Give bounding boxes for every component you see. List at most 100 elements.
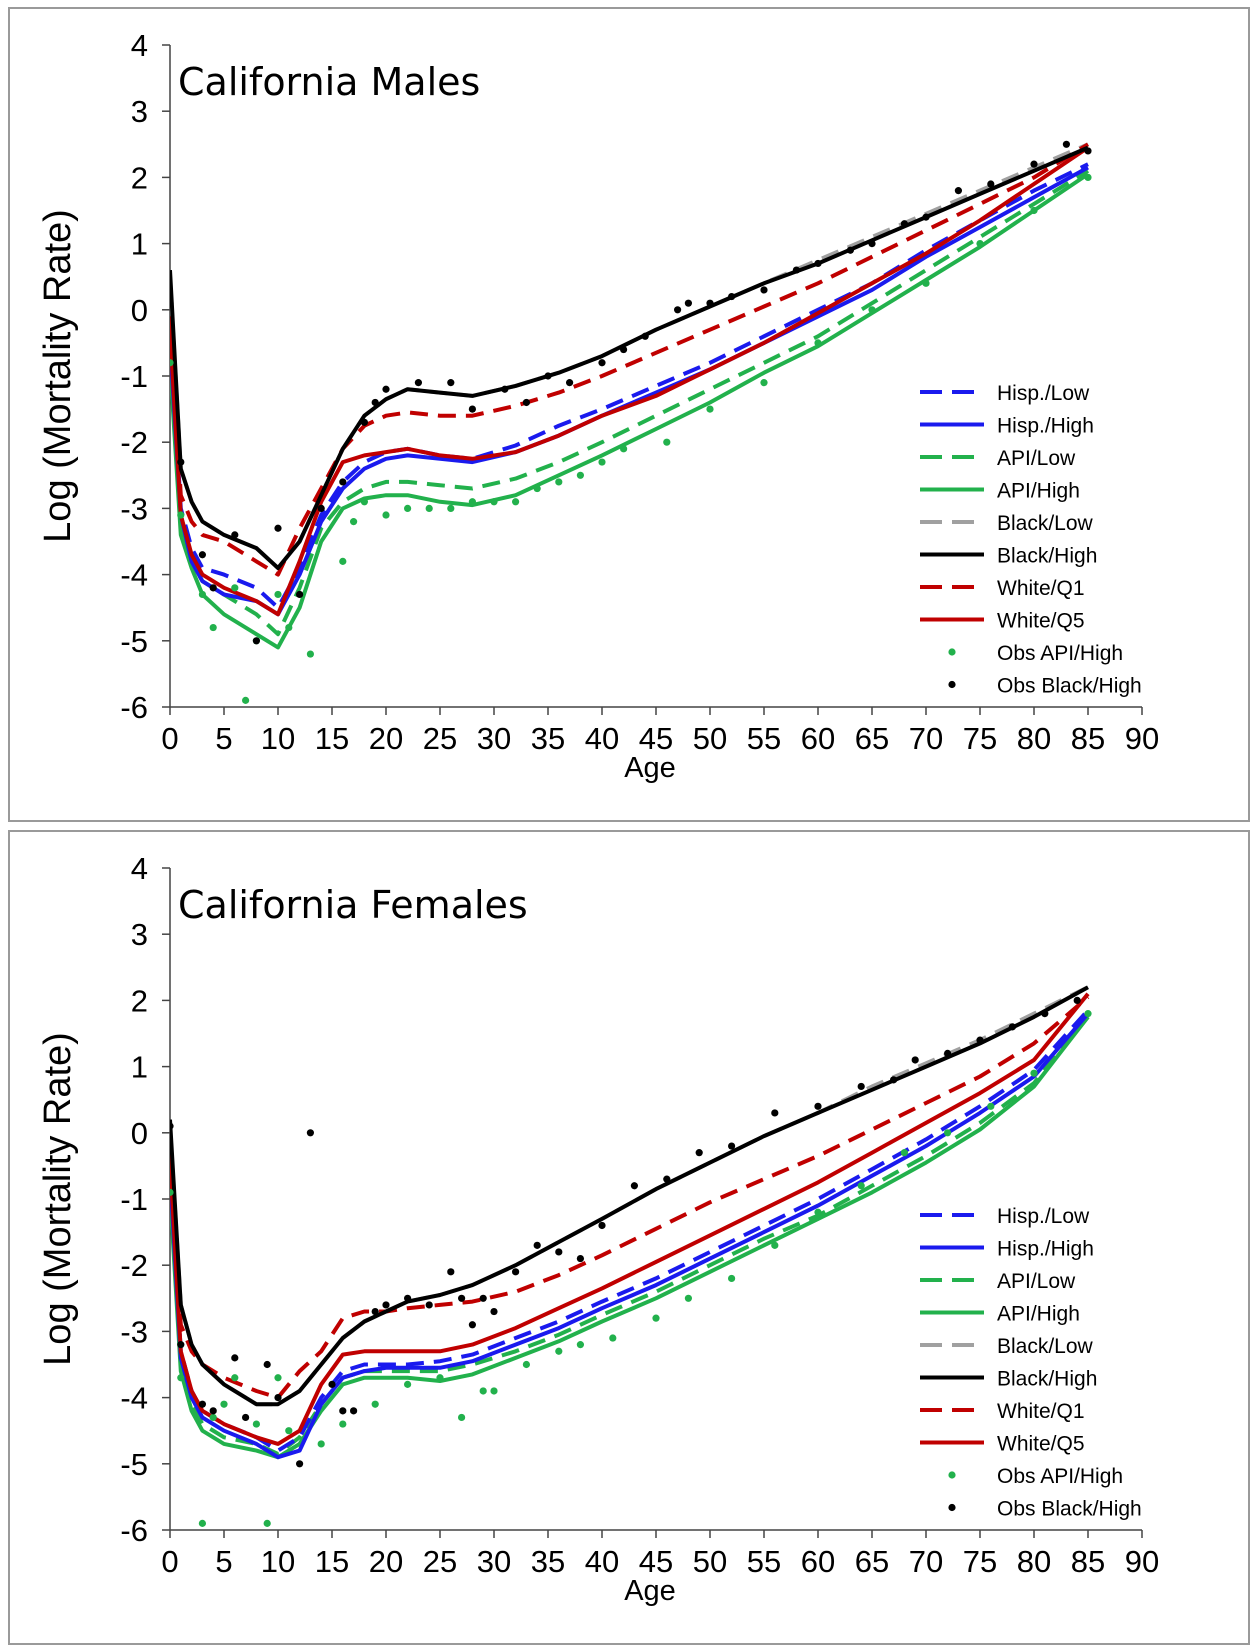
chart-1-series-line-api-low xyxy=(170,1015,1090,1456)
chart-1-point-obs-black-high xyxy=(944,1049,952,1057)
chart-1-point-obs-api-high xyxy=(231,1374,239,1382)
chart-1-legend-label-api-high: API/High xyxy=(997,1303,1080,1326)
chart-1-point-obs-api-high xyxy=(479,1387,487,1395)
chart-1-point-obs-black-high xyxy=(663,1175,671,1183)
chart-0-point-obs-black-high xyxy=(177,458,185,466)
chart-0-y-tick-label: 0 xyxy=(131,293,148,328)
chart-0-point-obs-api-high xyxy=(814,339,822,347)
chart-1-y-tick-label: 2 xyxy=(131,983,148,1018)
chart-1-point-obs-api-high xyxy=(177,1374,185,1382)
chart-1-point-obs-api-high xyxy=(771,1241,779,1249)
chart-1-x-tick-label: 60 xyxy=(801,1544,835,1579)
chart-0-point-obs-api-high xyxy=(663,438,671,446)
chart-0-y-tick-label: -3 xyxy=(120,491,148,526)
chart-0-legend-label-obs-black-high: Obs Black/High xyxy=(997,675,1142,698)
chart-0-point-obs-black-high xyxy=(382,385,390,393)
chart-0-chart-title: California Males xyxy=(178,60,480,104)
chart-0-point-obs-api-high xyxy=(468,498,476,506)
chart-0-legend-label-hisp-high: Hisp./High xyxy=(997,415,1094,438)
chart-0-y-tick-label: -5 xyxy=(120,624,148,659)
chart-0-y-tick-label: 1 xyxy=(131,227,148,262)
chart-0-point-obs-black-high xyxy=(760,286,768,294)
chart-0-x-tick-label: 45 xyxy=(639,721,673,756)
chart-1-point-obs-api-high xyxy=(458,1413,466,1422)
chart-1-y-tick-label: -4 xyxy=(120,1381,148,1416)
chart-1-point-obs-api-high xyxy=(404,1380,412,1388)
chart-0-point-obs-api-high xyxy=(555,478,563,486)
chart-panel-males: 4 3 2 1 0 -1 -2 -3 -4 -5 -6 0 5 10 15 20 25 30 35 40 45 50 55 6… xyxy=(8,7,1250,822)
chart-1-y-tick-label: -1 xyxy=(120,1182,148,1217)
chart-0-point-obs-black-high xyxy=(620,345,628,354)
chart-1-point-obs-black-high xyxy=(728,1142,736,1150)
chart-1-series-line-white-q5 xyxy=(170,992,1090,1446)
chart-1-point-obs-api-high xyxy=(170,1188,174,1196)
chart-0-x-tick-label: 80 xyxy=(1017,721,1051,756)
chart-1-point-obs-black-high xyxy=(630,1182,639,1190)
chart-0-series-line-api-high xyxy=(170,172,1090,650)
chart-1-x-axis-label: Age xyxy=(624,1575,676,1607)
chart-1-legend-label-hisp-high: Hisp./High xyxy=(997,1238,1094,1261)
chart-0-y-tick-label: -2 xyxy=(120,425,148,460)
chart-1-point-obs-black-high xyxy=(306,1129,314,1137)
chart-1-point-obs-black-high xyxy=(479,1294,487,1302)
chart-1-point-obs-api-high xyxy=(728,1274,736,1283)
chart-0-x-tick-label: 90 xyxy=(1125,721,1159,756)
chart-0-point-obs-black-high xyxy=(846,246,855,254)
chart-0-point-obs-api-high xyxy=(620,445,628,453)
chart-0-point-obs-api-high xyxy=(339,557,347,565)
chart-0-point-obs-black-high xyxy=(1084,147,1092,155)
chart-0-x-tick-label: 50 xyxy=(693,721,727,756)
chart-0-point-obs-black-high xyxy=(231,531,239,539)
chart-1-point-obs-black-high xyxy=(458,1294,466,1302)
chart-0-series-line-black-high xyxy=(170,145,1089,570)
chart-1-legend-label-api-low: API/Low xyxy=(997,1270,1076,1293)
chart-1-point-obs-black-high xyxy=(1041,1010,1049,1018)
chart-1-point-obs-api-high xyxy=(285,1427,293,1435)
chart-0-point-obs-api-high xyxy=(242,696,250,704)
chart-0-point-obs-black-high xyxy=(170,299,174,307)
chart-1-x-tick-label: 50 xyxy=(693,1544,727,1579)
chart-0-point-obs-api-high xyxy=(533,484,541,493)
chart-0-legend-label-api-high: API/High xyxy=(997,480,1080,503)
chart-1-x-tick-label: 90 xyxy=(1125,1544,1159,1579)
chart-0-y-tick-label: -4 xyxy=(120,558,148,593)
chart-0-point-obs-api-high xyxy=(598,458,606,466)
chart-0-point-obs-black-high xyxy=(317,504,325,512)
chart-0-legend-label-hisp-low: Hisp./Low xyxy=(997,382,1090,405)
chart-0-point-obs-api-high xyxy=(490,498,498,506)
chart-0-legend-label-black-low: Black/Low xyxy=(997,512,1094,535)
chart-1-point-obs-api-high xyxy=(198,1519,206,1527)
chart-1-point-obs-black-high xyxy=(404,1294,412,1302)
chart-1-point-obs-api-high xyxy=(317,1440,325,1448)
chart-1-point-obs-black-high xyxy=(198,1400,206,1408)
chart-1-point-obs-api-high xyxy=(944,1129,952,1137)
chart-1-point-obs-black-high xyxy=(976,1036,984,1044)
chart-0-legend-label-black-high: Black/High xyxy=(997,545,1097,568)
chart-1-legend-label-white-q5: White/Q5 xyxy=(997,1433,1085,1456)
chart-1-x-tick-label: 55 xyxy=(747,1544,781,1579)
chart-1-point-obs-api-high xyxy=(263,1519,271,1527)
chart-1-point-obs-api-high xyxy=(490,1387,498,1395)
chart-0-point-obs-api-high xyxy=(198,590,206,599)
chart-1-point-obs-black-high xyxy=(468,1321,476,1329)
chart-1-point-obs-black-high xyxy=(695,1149,703,1157)
chart-1-x-tick-label: 10 xyxy=(261,1544,295,1579)
chart-1-point-obs-black-high xyxy=(170,1122,174,1130)
chart-1-x-tick-label: 85 xyxy=(1071,1544,1105,1579)
chart-1-point-obs-api-high xyxy=(987,1102,995,1110)
chart-0-x-tick-label: 0 xyxy=(161,721,178,756)
chart-1-point-obs-api-high xyxy=(1084,1010,1092,1018)
chart-0-legend-swatch-obs-black-high xyxy=(948,680,956,689)
chart-0-point-obs-api-high xyxy=(1084,173,1092,181)
chart-0-point-obs-black-high xyxy=(868,240,876,248)
chart-0-point-obs-black-high xyxy=(209,584,217,592)
chart-1-point-obs-black-high xyxy=(576,1254,585,1263)
chart-0-point-obs-api-high xyxy=(576,471,585,479)
chart-1-x-tick-label: 75 xyxy=(963,1544,997,1579)
chart-0-x-tick-label: 40 xyxy=(585,721,619,756)
chart-1-series-line-hisp-low xyxy=(170,1008,1090,1453)
chart-0-series-line-hisp-high xyxy=(170,165,1089,617)
chart-0-series-line-white-q5 xyxy=(170,145,1090,617)
chart-1-point-obs-api-high xyxy=(522,1360,531,1369)
